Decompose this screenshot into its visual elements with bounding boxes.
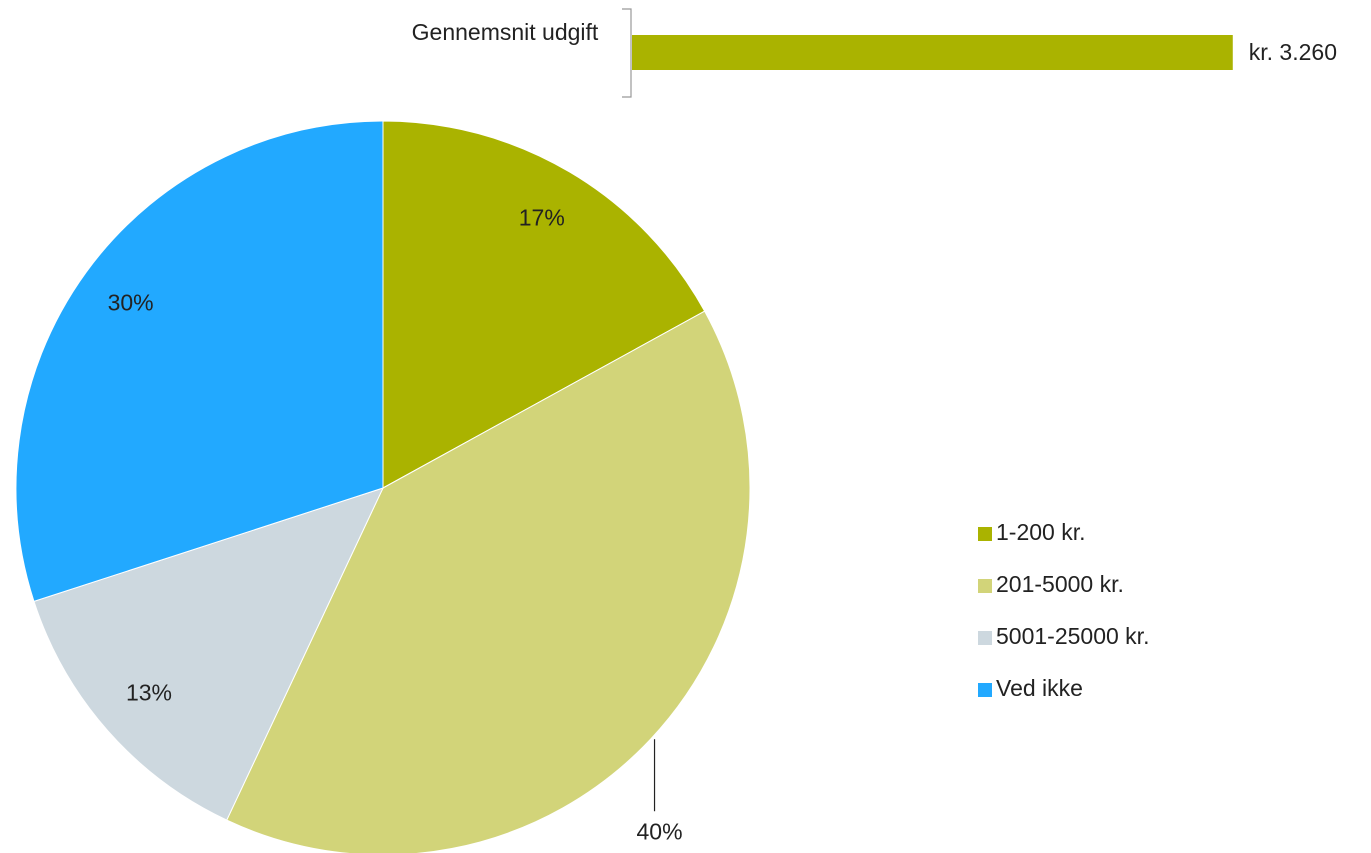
pie-slice [382, 120, 706, 489]
bar-category-label: Gennemsnit udgift [411, 19, 599, 45]
data-label: 30% [108, 290, 154, 316]
data-label: 40% [637, 818, 683, 844]
legend-label: 5001-25000 kr. [996, 623, 1149, 649]
pie-slice [226, 310, 751, 853]
legend-label: Ved ikke [996, 675, 1083, 701]
data-label: kr. 3.260 [1249, 39, 1337, 65]
pie-slice [33, 487, 384, 821]
legend-swatch [978, 631, 992, 645]
bar [632, 35, 1233, 70]
legend-label: 201-5000 kr. [996, 571, 1124, 597]
legend-label: 1-200 kr. [996, 519, 1086, 545]
pie-slice [15, 120, 384, 603]
legend-swatch [978, 683, 992, 697]
legend-swatch [978, 527, 992, 541]
data-label: 13% [126, 679, 172, 705]
legend-swatch [978, 579, 992, 593]
category-bracket [622, 8, 632, 98]
data-label: 17% [519, 205, 565, 231]
